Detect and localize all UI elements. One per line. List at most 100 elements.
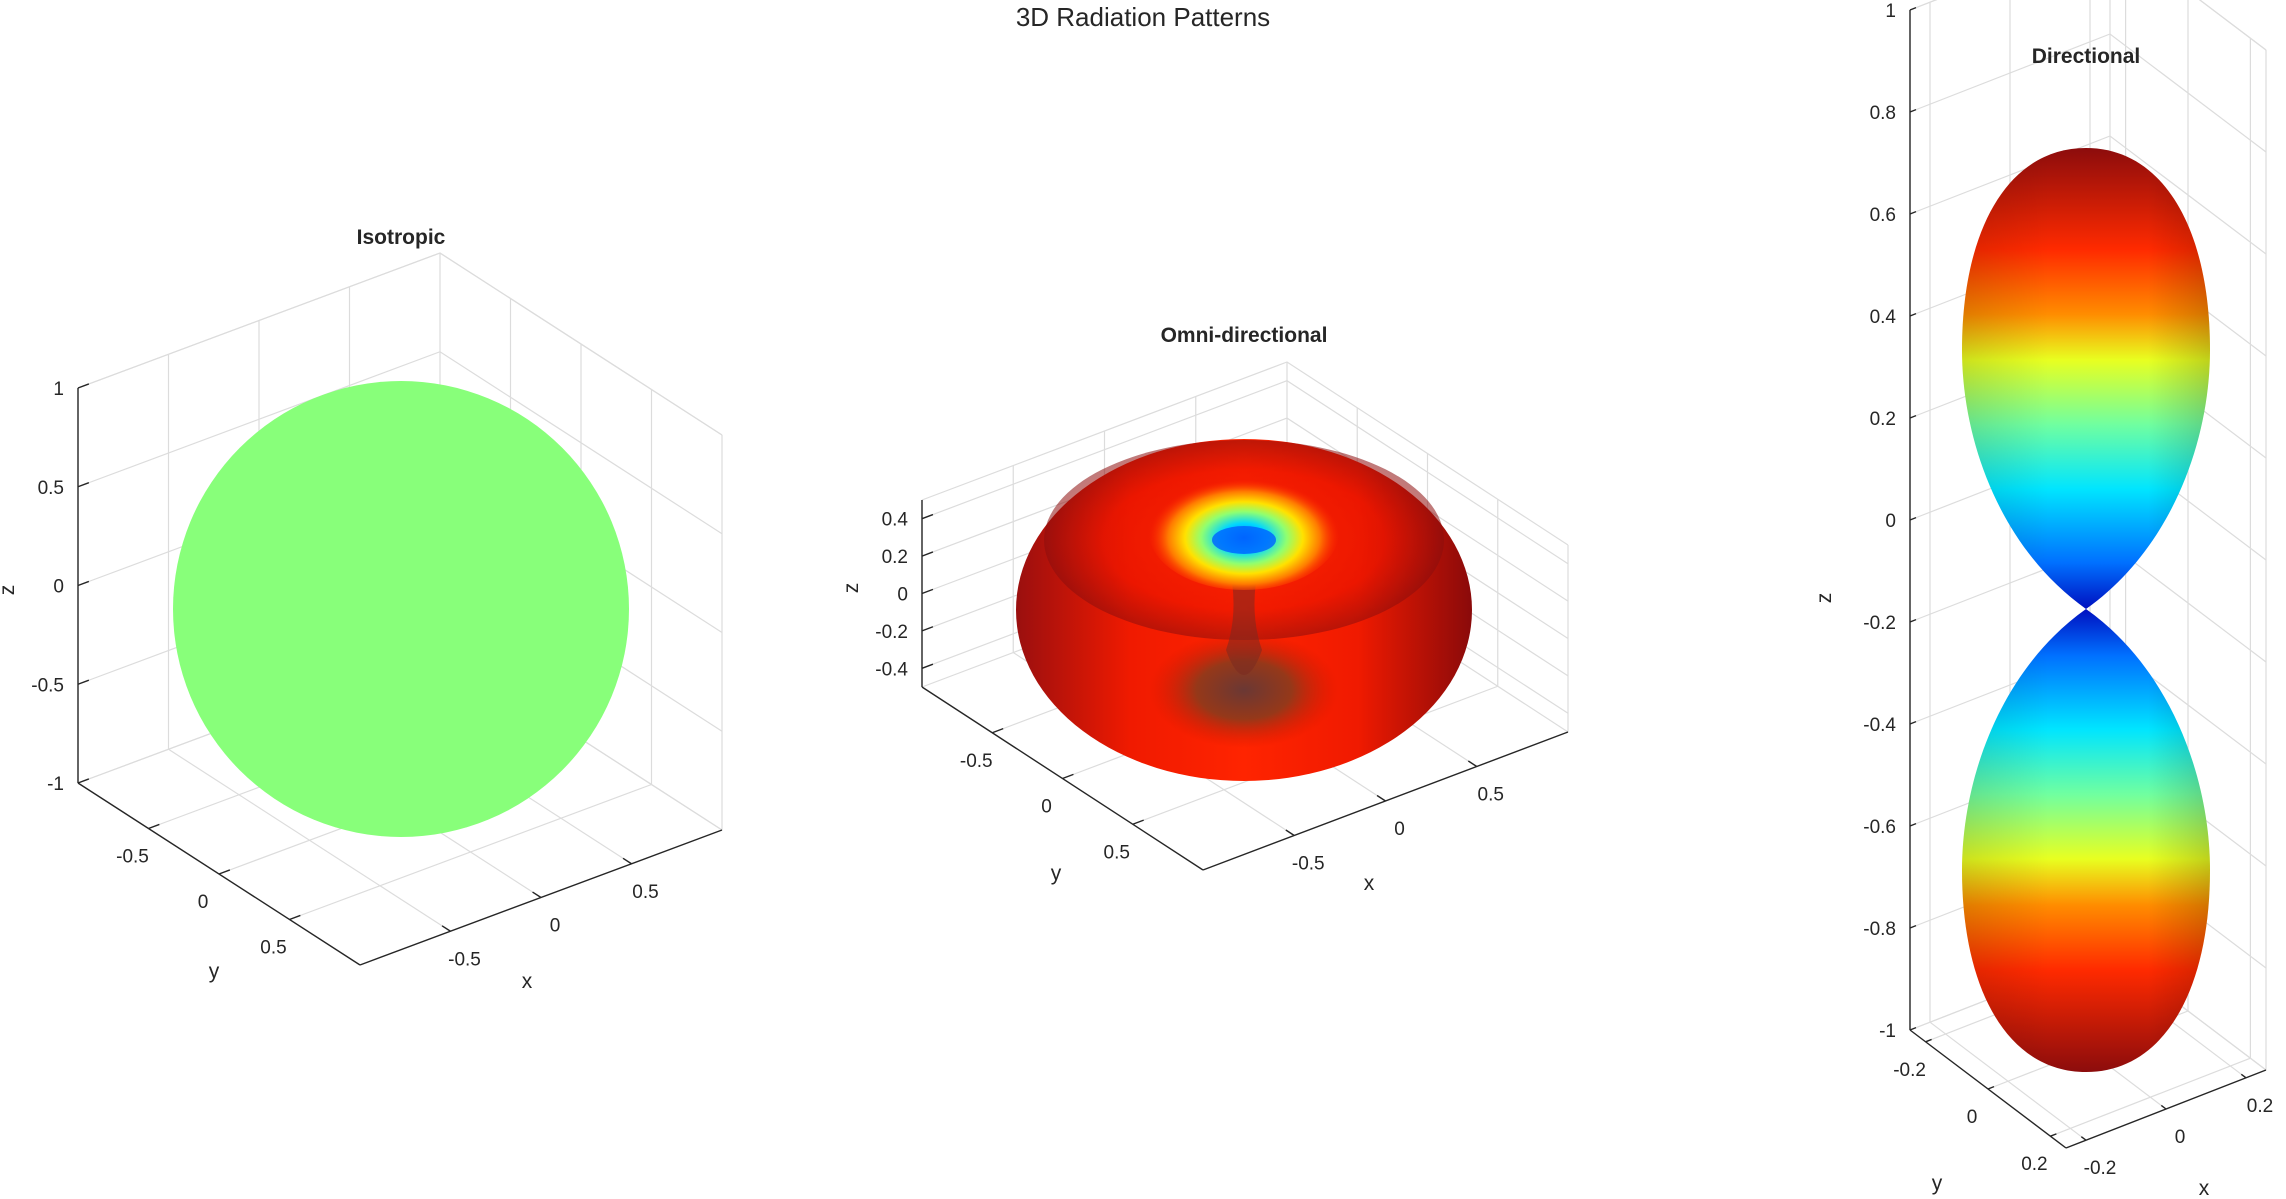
z-tick-label: -1 [1879, 1021, 1896, 1042]
x-tick-mark [2080, 1136, 2087, 1141]
isotropic-sphere [173, 381, 629, 837]
y-tick-label: -0.2 [1893, 1060, 1926, 1081]
z-tick-mark [1909, 211, 1917, 215]
y-axis-label: y [1932, 1172, 1943, 1195]
z-tick-mark [1909, 415, 1917, 419]
x-tick-mark [441, 925, 451, 932]
z-tick-label: -0.2 [1863, 613, 1896, 634]
z-tick-mark [921, 663, 934, 669]
z-tick-label: 0.2 [882, 547, 908, 568]
z-tick-mark [1909, 721, 1917, 725]
y-tick-mark [1987, 1086, 1995, 1090]
y-tick-mark [1132, 819, 1144, 825]
z-tick-label: -0.6 [1863, 817, 1896, 838]
x-tick-label: 0 [1394, 819, 1405, 840]
y-tick-mark [1925, 1038, 1932, 1043]
z-tick-mark [921, 626, 934, 632]
z-axis-label: z [1813, 593, 1836, 604]
y-tick-label: 0.2 [2021, 1154, 2047, 1175]
z-tick-mark [1909, 109, 1917, 113]
y-tick-mark [218, 869, 231, 875]
tick-labels: -0.2 0 0.2 -0.2 0 0.2 -1 -0.8 -0.6 -0.4 -0.2 0 0.2 0.… [1863, 1, 2273, 1179]
x-tick-label: 0.5 [1478, 785, 1504, 806]
z-axis-label: z [0, 585, 19, 596]
grid-line [289, 783, 652, 921]
x-tick-label: -0.5 [448, 949, 481, 970]
z-tick-mark [1909, 925, 1917, 929]
y-tick-label: -0.5 [960, 751, 993, 772]
z-tick-label: 0.8 [1870, 103, 1896, 124]
x-tick-label: 0 [550, 916, 561, 937]
z-tick-mark [1909, 823, 1917, 827]
panel-title-omni-directional: Omni-directional [1161, 324, 1328, 347]
z-tick-mark [921, 513, 934, 520]
figure-title: 3D Radiation Patterns [1015, 2, 1271, 32]
y-tick-mark [289, 914, 301, 921]
z-tick-mark [77, 482, 90, 488]
z-tick-label: -0.2 [875, 622, 908, 643]
y-axis-label: y [1051, 862, 1062, 885]
x-tick-label: 0.5 [632, 882, 658, 903]
x-tick-label: -0.5 [1292, 854, 1325, 875]
x-axis-label: x [1364, 872, 1375, 895]
grid-line [921, 361, 1569, 546]
z-tick-label: 0 [53, 577, 64, 598]
x-axis-label: x [2199, 1177, 2210, 1199]
dipole-lobes [1962, 148, 2210, 1072]
x-tick-mark [1467, 760, 1478, 768]
y-axis-label: y [209, 960, 220, 983]
x-axis-label: x [522, 970, 533, 993]
y-tick-label: 0 [1041, 797, 1052, 818]
y-tick-label: -0.5 [116, 847, 149, 868]
x-tick-mark [1376, 794, 1386, 802]
grid-line [2050, 1057, 2251, 1137]
x-tick-mark [532, 891, 542, 899]
tick-labels: -0.5 0 0.5 -0.5 0 0.5 -0.4 -0.2 0 0.2 0.4 [875, 510, 1504, 875]
grid-line [1909, 0, 2267, 51]
y-tick-label: 0.5 [260, 938, 286, 959]
z-tick-mark [921, 588, 934, 595]
z-tick-label: -0.8 [1863, 919, 1896, 940]
z-tick-label: -1 [47, 774, 64, 795]
tick-labels: -0.5 0 0.5 -0.5 0 0.5 -1 -0.5 0 0.5 1 [31, 379, 658, 970]
z-tick-mark [77, 383, 90, 389]
panel-title-isotropic: Isotropic [357, 226, 446, 249]
z-tick-label: 0.2 [1870, 409, 1896, 430]
y-tick-label: 0.5 [1104, 842, 1130, 863]
axes-lines [77, 383, 723, 966]
z-tick-label: 0.5 [38, 478, 64, 499]
z-tick-label: 1 [53, 379, 64, 400]
y-tick-mark [1062, 773, 1074, 780]
z-tick-mark [77, 679, 90, 685]
x-tick-mark [622, 857, 632, 865]
y-tick-mark [148, 823, 160, 830]
axes-lines [1909, 7, 2267, 1149]
z-tick-label: 0 [1885, 511, 1896, 532]
x-tick-mark [2160, 1104, 2167, 1110]
x-tick-mark [1285, 829, 1295, 837]
y-tick-label: 0 [1967, 1107, 1978, 1128]
z-tick-label: 0.4 [882, 510, 909, 531]
z-tick-mark [1909, 1027, 1917, 1031]
panel-omni-directional: -0.5 0 0.5 -0.5 0 0.5 -0.4 -0.2 0 0.2 0.4 Omni-dir… [840, 324, 1569, 895]
z-tick-label: -0.4 [875, 659, 908, 680]
z-tick-mark [1909, 313, 1917, 317]
z-tick-mark [1909, 619, 1917, 623]
y-tick-mark [992, 727, 1004, 734]
z-tick-label: 0 [897, 585, 908, 606]
z-tick-label: 0.4 [1870, 307, 1897, 328]
z-tick-mark [77, 778, 90, 784]
grid-line [77, 252, 723, 436]
z-tick-mark [1909, 517, 1917, 521]
z-tick-label: 1 [1885, 1, 1896, 22]
x-tick-label: -0.2 [2084, 1158, 2117, 1179]
x-tick-mark [2240, 1073, 2247, 1079]
z-axis-label: z [840, 583, 863, 594]
z-tick-label: -0.5 [31, 675, 64, 696]
z-tick-mark [921, 551, 934, 557]
x-tick-label: 0.2 [2247, 1096, 2273, 1117]
x-tick-label: 0 [2175, 1127, 2186, 1148]
panel-isotropic: -0.500.5-0.500.5-1-0.500.51 Isotropic z … [0, 226, 723, 993]
z-tick-mark [77, 580, 90, 587]
torus-surface [1016, 439, 1472, 781]
